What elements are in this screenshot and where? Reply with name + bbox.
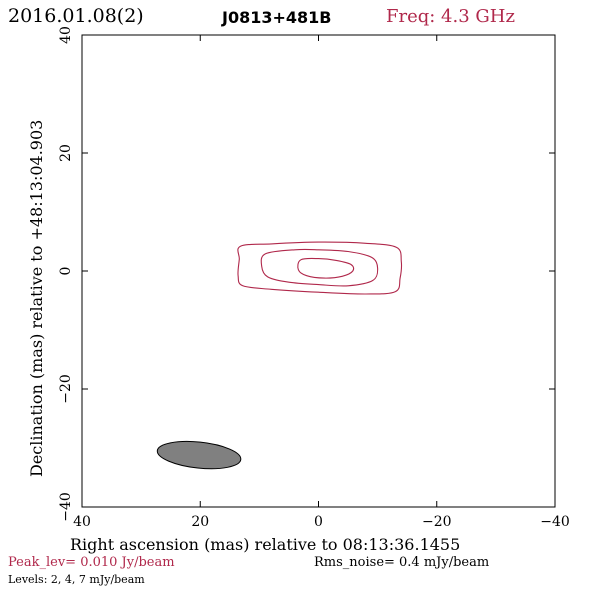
y-axis-label: Declination (mas) relative to +48:13:04.… xyxy=(27,120,46,477)
y-tick-label: 0 xyxy=(58,267,74,276)
x-tick-label: −20 xyxy=(422,514,452,530)
axis-tick-labels: 40 20 0 −20 −40 −40 −20 0 20 40 xyxy=(58,26,570,530)
beam-group xyxy=(156,440,242,470)
peak-level: Peak_lev= 0.010 Jy/beam xyxy=(8,555,175,570)
y-tick-label: −20 xyxy=(58,374,74,404)
frequency-label: Freq: 4.3 GHz xyxy=(386,6,515,27)
x-tick-label: −40 xyxy=(540,514,570,530)
observation-date: 2016.01.08(2) xyxy=(8,5,144,27)
contour-level-4 xyxy=(260,248,379,287)
contour-level-7 xyxy=(297,257,355,279)
rms-noise: Rms_noise= 0.4 mJy/beam xyxy=(314,555,489,570)
x-tick-label: 0 xyxy=(314,514,323,530)
contour-group xyxy=(237,241,403,295)
x-tick-label: 20 xyxy=(191,514,209,530)
beam-ellipse xyxy=(156,440,242,470)
plot-frame xyxy=(81,34,556,508)
x-axis-label: Right ascension (mas) relative to 08:13:… xyxy=(70,535,460,554)
x-tick-label: 40 xyxy=(73,514,91,530)
axis-ticks xyxy=(81,34,556,508)
contour-level-2 xyxy=(237,241,403,295)
y-tick-label: −40 xyxy=(58,492,74,522)
y-tick-label: 20 xyxy=(58,144,74,162)
y-tick-label: 40 xyxy=(58,26,74,44)
source-name: J0813+481B xyxy=(221,8,331,27)
contour-levels: Levels: 2, 4, 7 mJy/beam xyxy=(8,573,145,586)
